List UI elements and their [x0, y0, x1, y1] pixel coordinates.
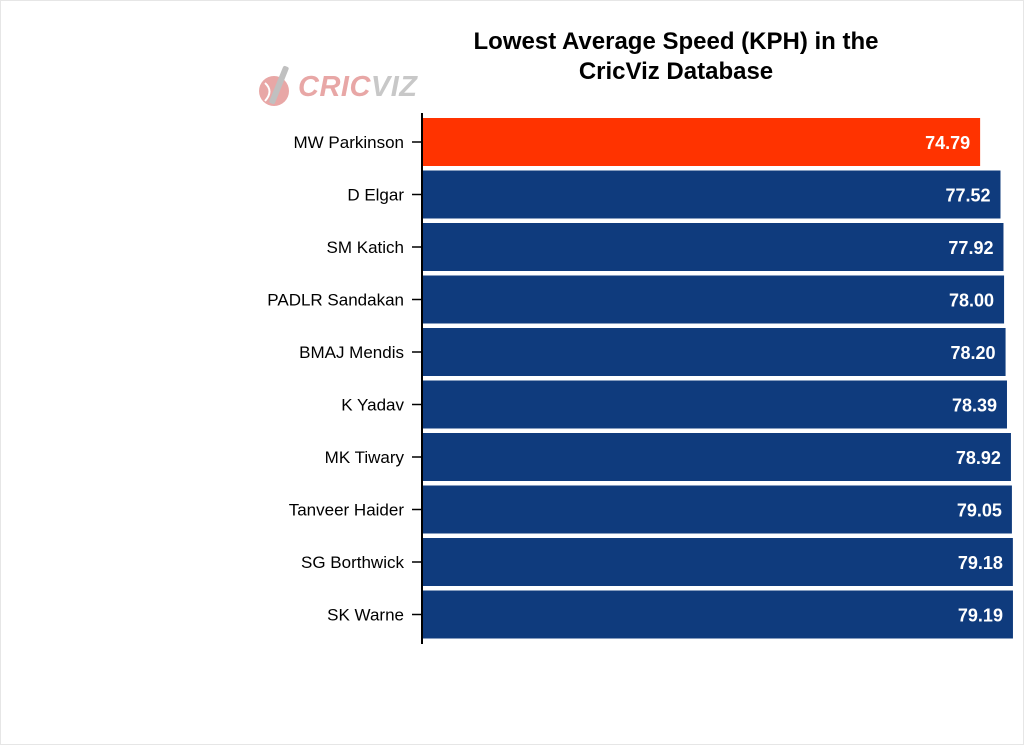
bar: [422, 590, 1013, 639]
bar-value-label: 79.19: [958, 606, 1003, 626]
logo-text-viz: VIZ: [370, 71, 418, 103]
chart-title: Lowest Average Speed (KPH) in the CricVi…: [473, 28, 879, 85]
logo-text: CRICVIZ: [298, 71, 418, 104]
bar-value-label: 78.39: [952, 396, 997, 416]
y-tick-label: BMAJ Mendis: [299, 343, 404, 362]
y-tick-label: Tanveer Haider: [289, 501, 405, 520]
bar: [422, 380, 1007, 429]
bar: [422, 170, 1001, 219]
bar-value-label: 78.92: [956, 448, 1001, 468]
y-tick-label: SM Katich: [327, 238, 404, 257]
bar-value-label: 78.20: [951, 343, 996, 363]
bar: [422, 538, 1013, 586]
y-tick-label: SG Borthwick: [301, 553, 404, 572]
cricket-bat-ball-icon: [259, 65, 289, 106]
bar: [422, 118, 981, 166]
y-tick-label: K Yadav: [341, 396, 404, 415]
cricviz-logo: CRICVIZ: [256, 61, 417, 111]
bar-value-label: 78.00: [949, 291, 994, 311]
y-tick-label: SK Warne: [327, 606, 404, 625]
bar: [422, 328, 1006, 376]
y-tick-label: D Elgar: [347, 186, 404, 205]
bar: [422, 433, 1011, 481]
y-tick-label: MK Tiwary: [325, 448, 405, 467]
logo-text-cric: CRIC: [298, 71, 371, 103]
bar-value-label: 77.52: [945, 186, 990, 206]
bar-value-label: 79.05: [957, 501, 1002, 521]
y-tick-label: MW Parkinson: [293, 133, 404, 152]
bar-value-label: 74.79: [925, 133, 970, 153]
y-tick-label: PADLR Sandakan: [267, 291, 404, 310]
bar: [422, 223, 1004, 271]
bar-value-label: 79.18: [958, 553, 1003, 573]
bar: [422, 485, 1012, 534]
bar: [422, 275, 1005, 324]
bar-value-label: 77.92: [948, 238, 993, 258]
